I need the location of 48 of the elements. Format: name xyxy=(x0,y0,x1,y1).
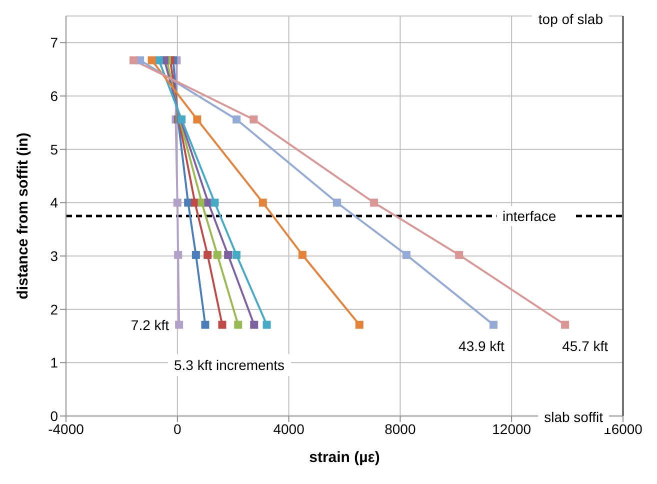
ref-line-label: interface xyxy=(502,208,556,224)
point xyxy=(174,250,182,259)
point xyxy=(204,250,212,259)
point xyxy=(250,320,258,329)
series-label: 45.7 kft xyxy=(562,338,608,354)
point xyxy=(130,56,138,64)
point xyxy=(250,115,258,124)
point xyxy=(218,320,226,329)
y-tick-label: 7 xyxy=(50,34,58,51)
point xyxy=(193,115,202,124)
annotation: top of slab xyxy=(532,8,609,30)
annotation: 5.3 kft increments xyxy=(168,354,290,376)
point xyxy=(370,198,378,207)
point xyxy=(210,198,219,207)
point xyxy=(232,115,241,124)
y-tick-label: 1 xyxy=(50,354,58,371)
x-tick-label: 4000 xyxy=(273,420,305,437)
point xyxy=(561,320,570,329)
point xyxy=(355,320,364,329)
y-axis-title: distance from soffit (in) xyxy=(14,132,32,300)
point xyxy=(455,250,464,259)
x-axis-title: strain (µε) xyxy=(309,449,380,466)
point xyxy=(234,320,242,329)
y-tick-label: 4 xyxy=(50,194,58,211)
point xyxy=(175,320,184,329)
point xyxy=(224,250,232,259)
point xyxy=(402,250,410,259)
point xyxy=(489,320,498,329)
series-label: 7.2 kft xyxy=(130,316,170,333)
point xyxy=(232,250,240,259)
y-tick-label: 5 xyxy=(50,141,58,158)
y-tick-label: 6 xyxy=(50,88,58,104)
point xyxy=(262,320,271,329)
x-tick-label: 8000 xyxy=(384,420,416,437)
annotation: slab soffit xyxy=(544,409,603,425)
y-tick-label: 3 xyxy=(50,248,58,264)
x-tick-label: 12000 xyxy=(492,420,532,437)
point xyxy=(298,250,306,259)
series-label: 43.9 kft xyxy=(458,338,505,354)
point xyxy=(213,250,222,259)
y-tick-label: 2 xyxy=(50,301,58,318)
point xyxy=(332,198,341,207)
point xyxy=(173,198,182,207)
point xyxy=(148,56,156,64)
point xyxy=(258,198,267,207)
x-tick-label: 0 xyxy=(174,420,182,437)
point xyxy=(192,250,200,259)
point xyxy=(201,320,210,329)
